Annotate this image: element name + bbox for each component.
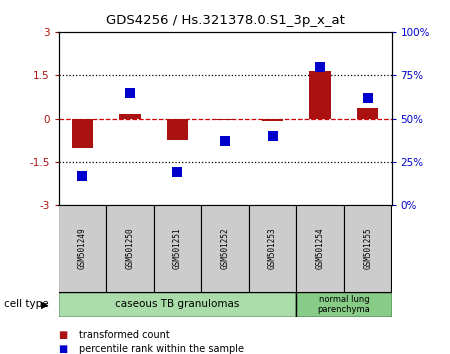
Text: GSM501254: GSM501254 [315,228,324,269]
Text: GSM501252: GSM501252 [220,228,230,269]
Bar [58,205,106,292]
Text: GSM501251: GSM501251 [173,228,182,269]
Point [221,138,229,144]
Text: GSM501250: GSM501250 [126,228,135,269]
Text: transformed count: transformed count [79,330,170,339]
Text: GSM501253: GSM501253 [268,228,277,269]
Text: percentile rank within the sample: percentile rank within the sample [79,344,244,354]
Bar [344,205,392,292]
Bar [310,71,331,119]
Text: normal lung
parenchyma: normal lung parenchyma [318,295,370,314]
Point [364,95,371,101]
Text: caseous TB granulomas: caseous TB granulomas [115,299,239,309]
Text: GSM501255: GSM501255 [363,228,372,269]
Bar [214,119,236,120]
Point [174,170,181,175]
Bar [262,119,284,121]
Bar [58,292,297,317]
Text: cell type: cell type [4,299,49,309]
Bar [249,205,297,292]
Bar [119,114,140,119]
Point [126,90,134,96]
Text: ▶: ▶ [41,299,49,309]
Point [79,173,86,179]
Bar [153,205,201,292]
Text: ■: ■ [58,330,68,339]
Text: ■: ■ [58,344,68,354]
Title: GDS4256 / Hs.321378.0.S1_3p_x_at: GDS4256 / Hs.321378.0.S1_3p_x_at [106,13,344,27]
Bar [297,205,344,292]
Bar [297,292,392,317]
Point [316,64,324,69]
Point [269,133,276,139]
Bar [201,205,249,292]
Bar [166,119,188,140]
Bar [72,119,93,148]
Bar [106,205,153,292]
Bar [357,108,378,119]
Text: GSM501249: GSM501249 [78,228,87,269]
